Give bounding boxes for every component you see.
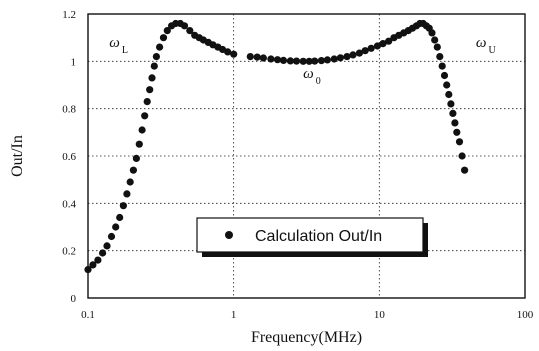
- data-point: [440, 71, 449, 80]
- data-point: [433, 43, 441, 51]
- y-tick-label: 1: [71, 56, 77, 68]
- data-point: [379, 40, 387, 48]
- data-point: [355, 49, 363, 57]
- data-point: [458, 152, 466, 160]
- data-point: [445, 90, 453, 99]
- data-point: [443, 81, 451, 89]
- data-point: [267, 55, 275, 63]
- data-point: [132, 154, 140, 162]
- y-tick-label: 0.2: [62, 246, 76, 258]
- data-point: [116, 213, 124, 222]
- data-point: [126, 178, 134, 186]
- data-point: [336, 54, 344, 62]
- data-point: [330, 55, 338, 63]
- data-point: [107, 232, 116, 241]
- y-tick-label: 0: [71, 293, 77, 305]
- data-point: [148, 74, 156, 82]
- data-point: [317, 57, 325, 65]
- data-point: [451, 119, 459, 127]
- plot-frame: [87, 13, 526, 299]
- annotation-subscript: U: [488, 45, 496, 56]
- data-point: [135, 140, 143, 148]
- y-axis-label: Out/In: [9, 135, 26, 177]
- data-point: [159, 34, 168, 42]
- data-point: [436, 53, 444, 61]
- x-tick-label: 100: [517, 309, 534, 321]
- data-point: [230, 50, 238, 58]
- y-tick-labels: 0 0.2 0.4 0.6 0.8 1 1.2: [62, 9, 76, 305]
- data-point: [146, 86, 154, 94]
- data-point: [323, 56, 331, 64]
- data-point: [99, 249, 107, 257]
- x-tick-labels: 0.1 1 10 100: [81, 309, 534, 321]
- data-point: [119, 202, 127, 210]
- data-point: [447, 100, 455, 108]
- legend-label: Calculation Out/In: [255, 228, 382, 245]
- data-point: [461, 166, 469, 174]
- data-point: [349, 51, 357, 59]
- legend: Calculation Out/In: [196, 217, 428, 257]
- data-point: [311, 57, 319, 65]
- data-point: [259, 54, 267, 62]
- data-point: [103, 242, 111, 250]
- data-point: [373, 42, 381, 50]
- x-tick-label: 10: [374, 309, 386, 321]
- data-point: [428, 29, 436, 37]
- data-point: [129, 166, 137, 174]
- y-tick-label: 0.6: [62, 151, 76, 163]
- data-point: [123, 190, 131, 198]
- y-tick-label: 1.2: [62, 9, 76, 21]
- x-axis-label: Frequency(MHz): [251, 329, 362, 346]
- data-point: [94, 256, 102, 264]
- data-point: [438, 62, 446, 70]
- data-point: [163, 27, 171, 35]
- data-point: [367, 44, 375, 52]
- data-point: [180, 22, 189, 30]
- data-point: [431, 36, 439, 44]
- data-point: [292, 57, 301, 65]
- data-point: [246, 53, 254, 61]
- y-tick-label: 0.4: [62, 198, 76, 210]
- data-point: [89, 261, 97, 269]
- data-point: [279, 56, 288, 64]
- data-point: [361, 47, 369, 55]
- data-point: [305, 57, 313, 65]
- data-point: [156, 43, 164, 51]
- data-point: [141, 112, 149, 120]
- data-point: [455, 138, 464, 146]
- data-point: [150, 62, 158, 70]
- data-point: [152, 53, 160, 61]
- data-point: [449, 109, 457, 117]
- data-point: [343, 53, 351, 61]
- data-point: [143, 98, 151, 106]
- annotations: ω L ω 0 ω U: [109, 35, 496, 87]
- annotation-subscript: L: [122, 45, 128, 56]
- legend-box: [196, 217, 424, 253]
- data-point: [385, 37, 393, 45]
- data-point: [286, 57, 294, 65]
- legend-marker: [225, 231, 233, 239]
- data-point: [253, 53, 261, 61]
- data-points: [84, 19, 469, 274]
- data-point: [453, 128, 461, 136]
- data-point: [299, 57, 307, 65]
- data-point: [138, 126, 146, 134]
- data-point: [224, 48, 232, 56]
- data-point: [112, 223, 120, 231]
- data-point: [186, 27, 194, 35]
- x-tick-label: 1: [231, 309, 237, 321]
- data-point: [273, 56, 282, 64]
- y-tick-label: 0.8: [62, 104, 76, 116]
- x-tick-label: 0.1: [81, 309, 95, 321]
- annotation-subscript: 0: [316, 76, 321, 87]
